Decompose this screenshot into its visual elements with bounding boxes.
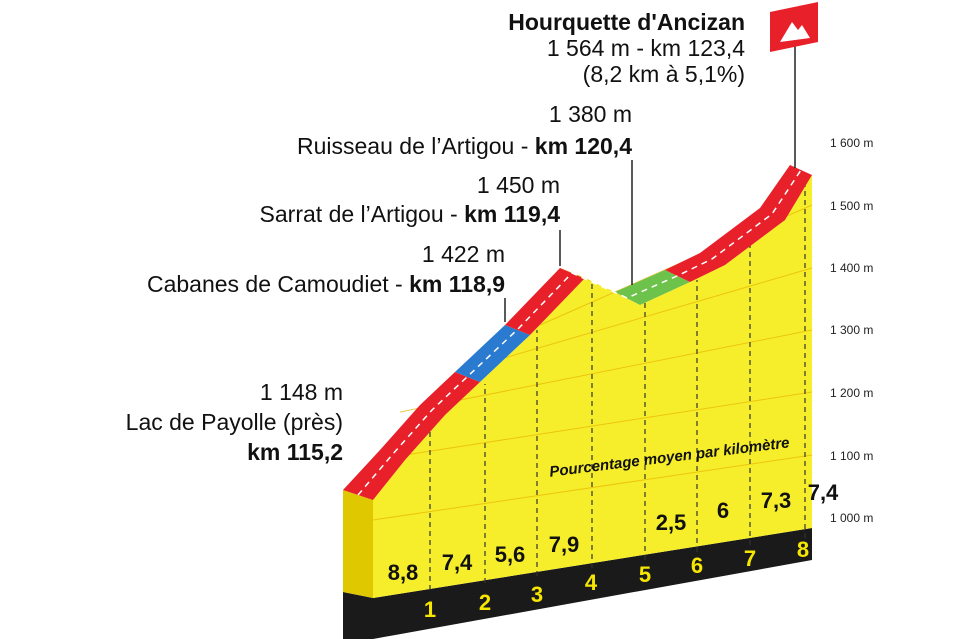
start-altitude: 1 148 m: [260, 379, 343, 405]
elevation-tick: 1 500 m: [830, 199, 873, 213]
km-marker: 4: [585, 570, 598, 595]
waypoint-km: km 120,4: [535, 133, 632, 159]
road-ribbon: [343, 165, 812, 500]
km-marker: 3: [531, 582, 543, 607]
waypoint-name: Cabanes de Camoudiet -: [147, 271, 403, 297]
km-gradient: 6: [717, 498, 729, 523]
start-km: km 115,2: [247, 439, 343, 465]
elevation-tick: 1 000 m: [830, 511, 873, 525]
profile-side: [343, 490, 373, 598]
km-gradient: 8,8: [388, 560, 419, 585]
summit-info: 1 564 m - km 123,4: [547, 35, 745, 61]
base-strip: [343, 528, 812, 639]
elevation-tick: 1 100 m: [830, 449, 873, 463]
waypoint-altitude: 1 380 m: [549, 101, 632, 127]
km-marker: 8: [797, 537, 809, 562]
flag-icon: [780, 22, 810, 42]
elevation-tick: 1 300 m: [830, 323, 873, 337]
km-gradient: 7,3: [761, 488, 792, 513]
waypoint-label: Cabanes de Camoudiet - km 118,9: [147, 271, 505, 297]
elevation-scale: 1 600 m 1 500 m 1 400 m 1 300 m 1 200 m …: [830, 136, 873, 525]
leader-lines: [504, 160, 633, 322]
km-marker: 5: [639, 562, 651, 587]
km-marker: 2: [479, 590, 491, 615]
waypoint-km: km 119,4: [464, 201, 560, 227]
summit-gradient: (8,2 km à 5,1%): [583, 61, 745, 87]
waypoint-label: Ruisseau de l’Artigou - km 120,4: [297, 133, 632, 159]
km-gradient: 2,5: [656, 510, 687, 535]
waypoint-name: Ruisseau de l’Artigou -: [297, 133, 528, 159]
waypoint-altitude: 1 450 m: [477, 172, 560, 198]
elevation-tick: 1 400 m: [830, 261, 873, 275]
waypoint-name: Sarrat de l’Artigou -: [260, 201, 458, 227]
start-name: Lac de Payolle (près): [126, 409, 343, 435]
waypoint-km: km 118,9: [409, 271, 505, 297]
km-gradient: 5,6: [495, 542, 526, 567]
km-marker: 6: [691, 553, 703, 578]
km-gradient: 7,4: [442, 550, 473, 575]
elevation-tick: 1 600 m: [830, 136, 873, 150]
km-dividers: [429, 180, 806, 590]
km-marker: 7: [744, 546, 756, 571]
waypoint-altitude: 1 422 m: [422, 241, 505, 267]
km-gradient: 7,4: [808, 480, 839, 505]
km-marker: 1: [424, 597, 436, 622]
summit-name: Hourquette d'Ancizan: [508, 9, 745, 35]
face-lines: [372, 204, 813, 521]
waypoint-label: Sarrat de l’Artigou - km 119,4: [260, 201, 561, 227]
elevation-tick: 1 200 m: [830, 386, 873, 400]
km-gradient: 7,9: [549, 532, 580, 557]
